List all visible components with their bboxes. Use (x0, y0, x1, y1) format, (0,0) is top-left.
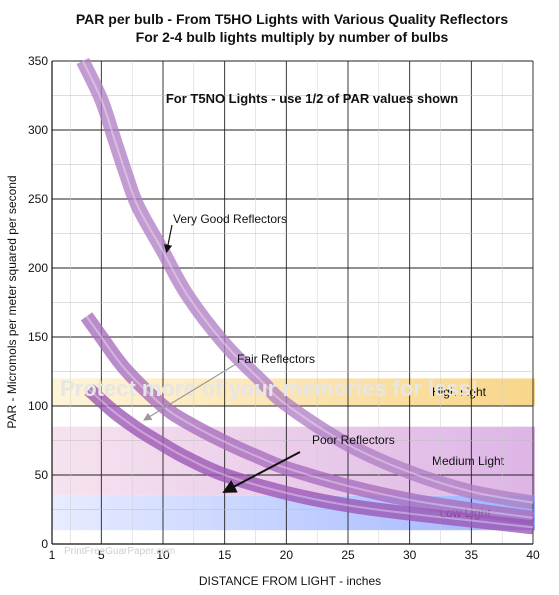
y-tick-label: 150 (28, 330, 48, 344)
arrow-very-good-reflectors (163, 224, 173, 254)
series-bands (76, 57, 535, 535)
x-tick-label: 20 (280, 548, 294, 562)
y-tick-label: 250 (28, 192, 48, 206)
x-tick-label: 30 (403, 548, 417, 562)
series-band-poor-reflectors (84, 384, 534, 535)
annotations: Very Good Reflectors Fair Reflectors Poor … (143, 212, 395, 493)
y-tick-label: 0 (41, 537, 48, 551)
y-tick-label: 50 (35, 468, 49, 482)
x-tick-label: 10 (156, 548, 170, 562)
watermark-url: PrintFreeGuarPaper.com (64, 546, 175, 557)
x-tick-label: 35 (465, 548, 479, 562)
arrow-fair-reflectors (143, 363, 237, 421)
annotation-very-good-reflectors: Very Good Reflectors (173, 212, 287, 226)
x-tick-label: 25 (341, 548, 355, 562)
chart-title: PAR per bulb - From T5HO Lights with Var… (76, 11, 508, 27)
axes (51, 61, 533, 545)
y-tick-label: 350 (28, 54, 48, 68)
zone-label-high-light: High Light (432, 385, 487, 399)
series-band-fair-reflectors (80, 312, 534, 525)
y-tick-label: 300 (28, 123, 48, 137)
y-axis-label: PAR - Micromols per meter squared per se… (5, 175, 19, 428)
x-tick-label: 40 (526, 548, 540, 562)
arrow-poor-reflectors (222, 451, 301, 493)
chart-subtitle: For 2-4 bulb lights multiply by number o… (136, 29, 449, 45)
zone-label-medium-light: Medium Light (432, 454, 505, 468)
annotation-fair-reflectors: Fair Reflectors (237, 352, 315, 366)
x-tick-label: 1 (49, 548, 56, 562)
series-band-very-good-reflectors (76, 57, 535, 510)
series-highlight-poor-reflectors (88, 388, 534, 529)
t5no-note: For T5NO Lights - use 1/2 of PAR values … (166, 91, 458, 106)
annotation-poor-reflectors: Poor Reflectors (312, 433, 395, 447)
y-tick-label: 100 (28, 399, 48, 413)
x-axis-label: DISTANCE FROM LIGHT - inches (199, 574, 381, 588)
series-highlight-fair-reflectors (85, 315, 534, 519)
watermark-text: Protect more of your memories for less! (60, 376, 478, 401)
x-tick-label: 5 (98, 548, 105, 562)
x-tick-label: 15 (218, 548, 232, 562)
y-tick-label: 200 (28, 261, 48, 275)
series-highlight-very-good-reflectors (81, 60, 534, 504)
